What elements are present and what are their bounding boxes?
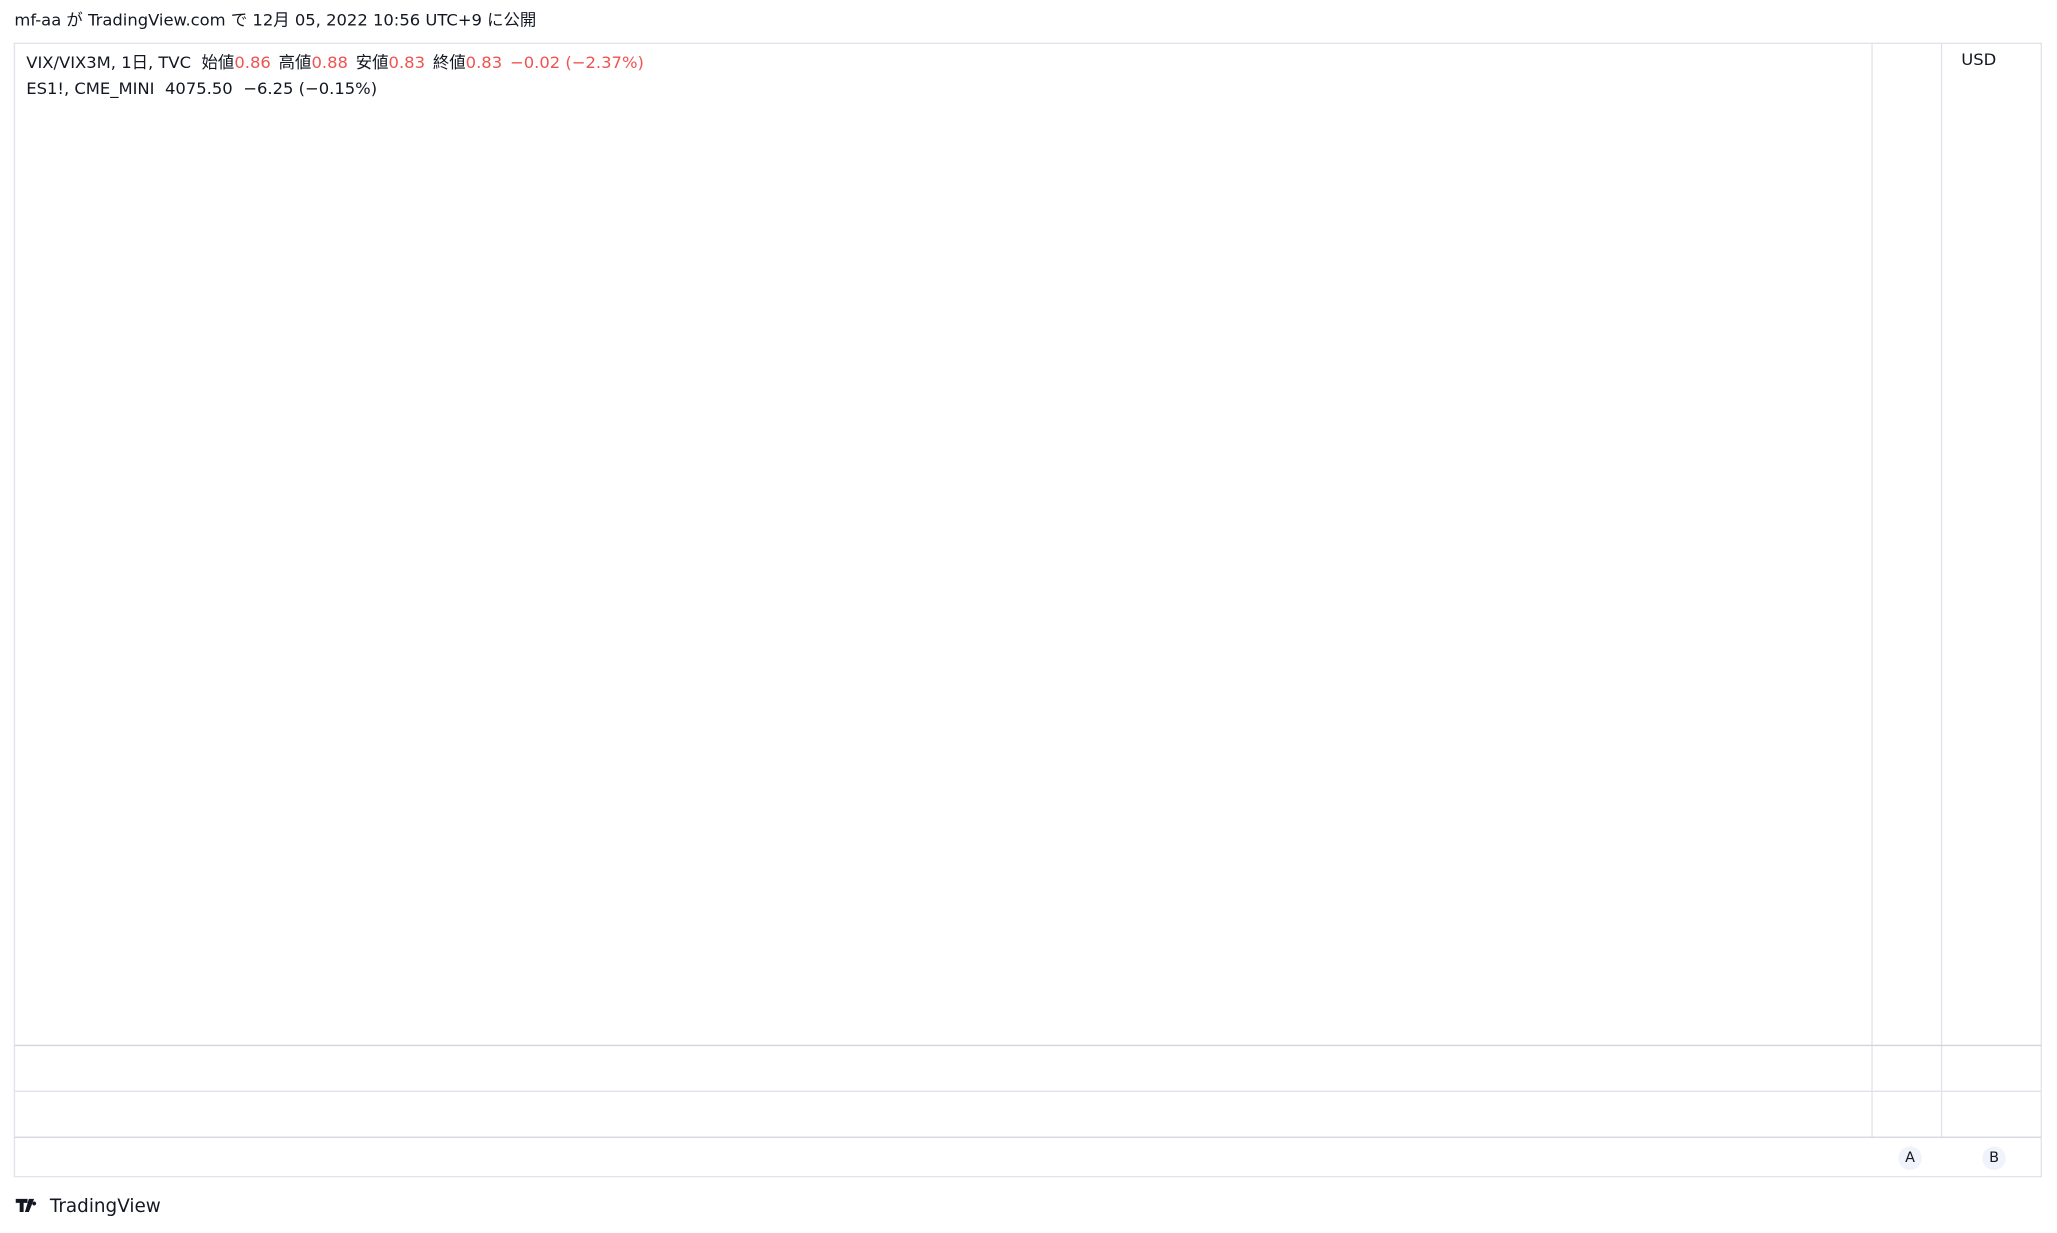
ohlc-name: 終値 <box>433 52 466 71</box>
last-value: 4075.50 <box>165 79 233 98</box>
header: mf-aa が TradingView.com で 12月 05, 2022 1… <box>14 10 536 29</box>
legend-vix: VIX/VIX3M, 1日, TVC 始値0.86 高値0.88 安値0.83 終値0.… <box>26 52 644 71</box>
legend: VIX/VIX3M, 1日, TVC 始値0.86 高値0.88 安値0.83 終値0.… <box>26 52 644 98</box>
ohlc-name: 安値 <box>356 52 389 71</box>
button-bg[interactable] <box>1982 1146 2006 1171</box>
button-label[interactable]: A <box>1905 1150 1915 1166</box>
frame <box>13 42 2042 1178</box>
ohlc-name: 始値 <box>202 52 235 71</box>
logo-icon <box>15 1198 37 1213</box>
button-bg[interactable] <box>1898 1146 1922 1171</box>
logo-text: TradingView <box>49 1196 161 1217</box>
ohlc-name: 高値 <box>279 52 312 71</box>
frame-border <box>13 42 2042 1178</box>
legend-title: ES1!, CME_MINI <box>26 79 154 99</box>
change-value: −0.02 (−2.37%) <box>510 52 644 71</box>
legend-title: VIX/VIX3M, 1日, TVC <box>26 52 191 71</box>
open-value: 0.86 <box>234 52 270 71</box>
logo: TradingView <box>15 1196 161 1217</box>
legend-es: ES1!, CME_MINI 4075.50 −6.25 (−0.15%) <box>26 79 377 99</box>
currency-label: USD <box>1961 50 1996 69</box>
change-value: −6.25 (−0.15%) <box>243 79 377 98</box>
scale-button[interactable]: B <box>1982 1146 2006 1171</box>
low-value: 0.83 <box>389 52 425 71</box>
button-label[interactable]: B <box>1989 1150 1999 1166</box>
high-value: 0.88 <box>311 52 347 71</box>
close-value: 0.83 <box>466 52 502 71</box>
scale-button[interactable]: A <box>1898 1146 1922 1171</box>
